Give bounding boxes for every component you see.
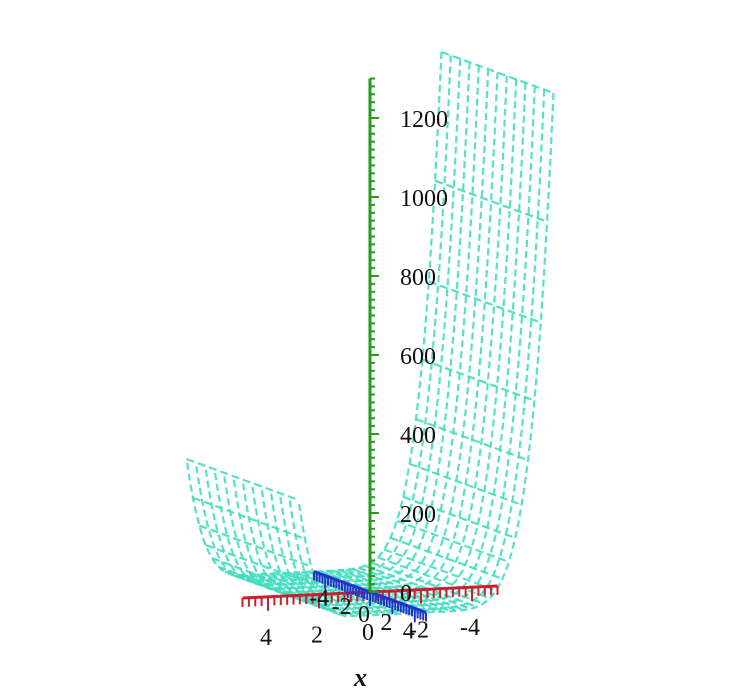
z-tick-label: 0 — [400, 581, 412, 607]
z-tick-label: 1200 — [400, 107, 448, 133]
surface-line-x — [186, 457, 299, 502]
surface-line-x — [268, 572, 382, 616]
surface-line-x — [288, 571, 401, 615]
surface-line-y — [194, 55, 452, 580]
surface-line-x — [370, 561, 484, 605]
surface-line-x — [383, 548, 497, 592]
surface-line-x — [415, 418, 529, 462]
surface-line-x — [332, 569, 446, 613]
surface-line-x — [237, 574, 350, 618]
surface-line-x — [396, 519, 510, 563]
x-tick-label: 0 — [362, 620, 374, 646]
surface-line-x — [339, 569, 452, 613]
x-axis-title: x — [353, 663, 367, 692]
y-tick-label: 4 — [403, 618, 415, 644]
surface-line-x — [409, 462, 523, 506]
surface-line-x — [198, 524, 312, 568]
x-tick-label: -4 — [460, 615, 480, 641]
surface-line-y — [250, 75, 508, 601]
surface-line-x — [211, 557, 325, 601]
z-tick-label: 400 — [400, 423, 436, 449]
z-tick-label: 800 — [400, 265, 436, 291]
y-tick-label: -4 — [309, 586, 329, 612]
x-tick-label: -2 — [409, 618, 429, 644]
z-tick-label: 200 — [400, 502, 436, 528]
axes — [241, 77, 499, 623]
surface-line-x — [243, 573, 357, 617]
surface-line-y — [297, 92, 555, 618]
surface-line-x — [345, 568, 459, 612]
surface-line-x — [192, 496, 306, 540]
surface-line-x — [249, 573, 363, 617]
surface-line-x — [421, 358, 535, 402]
surface-line-x — [275, 572, 389, 616]
y-tick-label: 2 — [380, 610, 392, 636]
surface-line-x — [326, 569, 440, 613]
surface-line-x — [402, 495, 516, 539]
surface-line-x — [358, 566, 472, 610]
surface-line-x — [319, 570, 433, 614]
surface-line-x — [441, 50, 554, 95]
x-tick-label: 2 — [311, 622, 323, 648]
z-tick-label: 600 — [400, 344, 436, 370]
surface-line-x — [390, 536, 503, 580]
x-tick-label: 4 — [260, 625, 272, 651]
surface-line-x — [428, 280, 542, 324]
surface-line-x — [205, 544, 319, 588]
y-tick-label: -2 — [332, 594, 352, 620]
surface-line-x — [364, 564, 478, 608]
surface-line-x — [262, 572, 376, 616]
y-tick-label: 0 — [358, 602, 370, 628]
surface-line-x — [434, 179, 548, 223]
z-tick-label: 1000 — [400, 186, 448, 212]
